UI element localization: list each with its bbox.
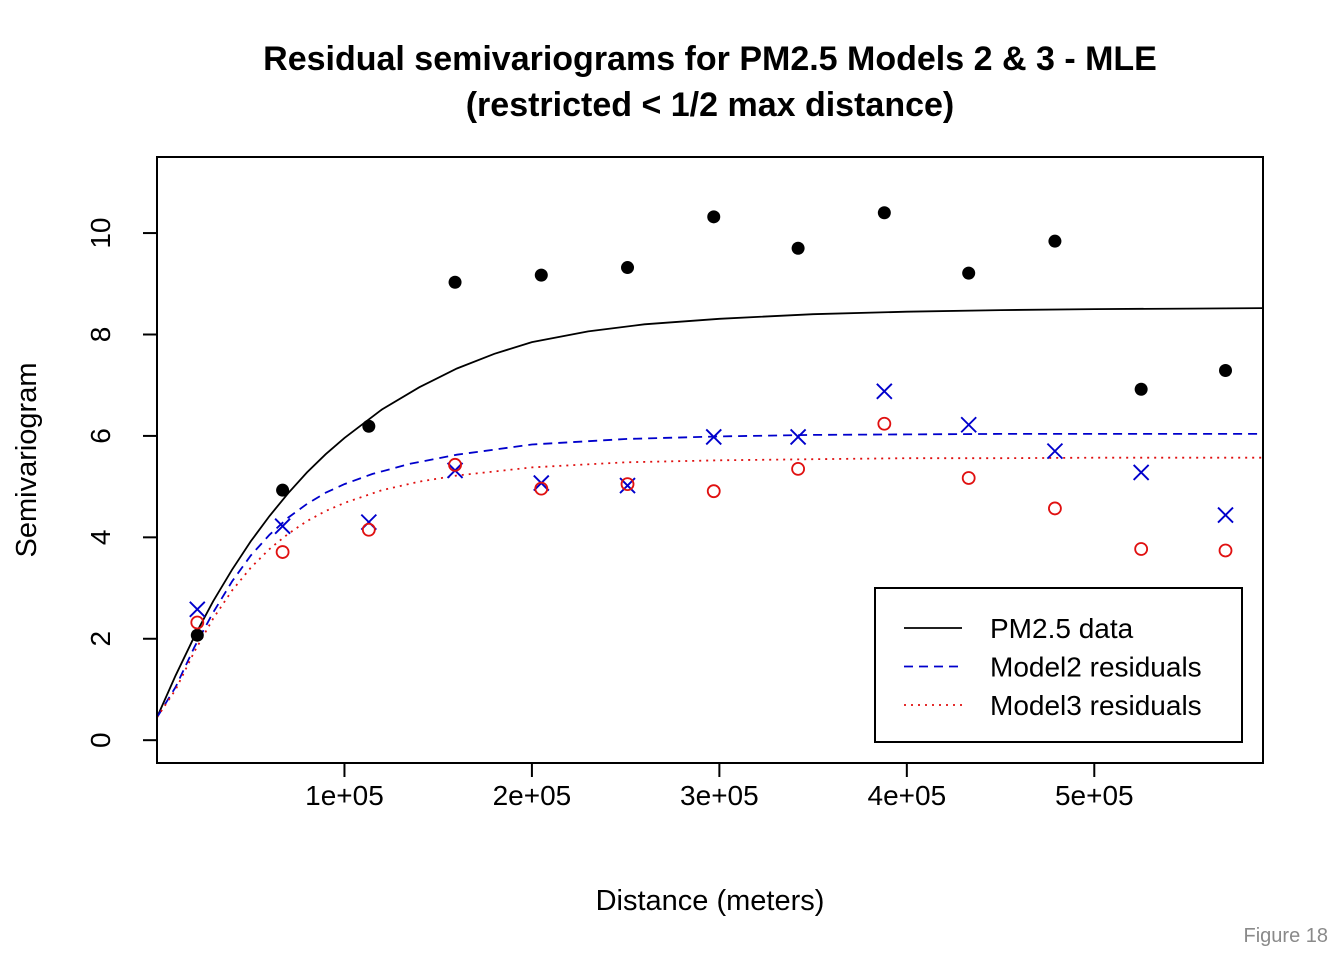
data-point — [791, 241, 805, 255]
fit-lines — [158, 307, 1262, 718]
y-tick-label: 2 — [85, 631, 116, 647]
legend-label: Model2 residuals — [990, 652, 1202, 683]
data-points — [189, 206, 1234, 642]
data-point — [877, 416, 892, 431]
chart-title: Residual semivariograms for PM2.5 Models… — [263, 40, 1157, 78]
y-tick-label: 10 — [85, 217, 116, 248]
data-point — [190, 628, 204, 642]
data-point — [276, 483, 290, 497]
data-point — [274, 518, 291, 535]
data-point — [362, 419, 376, 433]
x-axis: 1e+05 2e+05 3e+05 4e+05 5e+05 — [305, 763, 1134, 811]
legend-box — [874, 587, 1243, 743]
data-point — [1134, 542, 1149, 556]
y-axis: 0 2 4 6 8 10 — [85, 217, 157, 748]
data-point — [1134, 382, 1148, 396]
data-point — [707, 210, 721, 224]
data-point — [534, 268, 548, 282]
y-tick-label: 4 — [85, 530, 116, 546]
series-line — [158, 307, 1262, 718]
chart-subtitle: (restricted < 1/2 max distance) — [466, 86, 955, 124]
data-point — [1219, 363, 1233, 377]
data-point — [789, 428, 807, 446]
x-tick-label: 2e+05 — [493, 780, 572, 811]
data-point — [190, 615, 205, 630]
data-point — [1046, 442, 1064, 460]
legend-label: PM2.5 data — [990, 613, 1134, 644]
data-point — [621, 261, 635, 275]
data-point — [620, 477, 635, 491]
data-point — [189, 601, 206, 618]
x-tick-label: 5e+05 — [1055, 780, 1134, 811]
data-point — [448, 457, 462, 472]
data-point — [791, 461, 806, 476]
x-tick-label: 4e+05 — [868, 780, 947, 811]
data-point — [275, 545, 290, 559]
x-tick-label: 3e+05 — [680, 780, 759, 811]
series-line — [158, 456, 1262, 718]
legend-label: Model3 residuals — [990, 690, 1202, 721]
data-point — [534, 481, 549, 496]
data-point — [1218, 543, 1233, 558]
figure-note: Figure 18 — [1243, 925, 1329, 947]
series-line — [158, 432, 1262, 718]
data-point — [1048, 501, 1062, 516]
data-point — [361, 522, 376, 537]
data-point — [705, 428, 722, 446]
y-tick-label: 6 — [85, 428, 116, 444]
data-point — [706, 484, 721, 499]
data-point — [962, 266, 976, 280]
y-tick-label: 0 — [85, 732, 116, 748]
data-point — [877, 206, 891, 220]
x-axis-label: Distance (meters) — [596, 885, 825, 917]
y-tick-label: 8 — [85, 327, 116, 343]
data-point — [1217, 506, 1234, 524]
data-point — [1132, 464, 1150, 481]
data-point — [960, 416, 977, 433]
plot-frame — [156, 156, 1264, 764]
data-point — [1048, 234, 1062, 248]
data-point — [448, 275, 462, 289]
y-axis-label: Semivariogram — [11, 363, 43, 558]
data-point — [876, 383, 893, 400]
data-point — [961, 471, 976, 485]
legend: PM2.5 data Model2 residuals Model3 residua… — [874, 587, 1243, 743]
x-tick-label: 1e+05 — [305, 780, 384, 811]
